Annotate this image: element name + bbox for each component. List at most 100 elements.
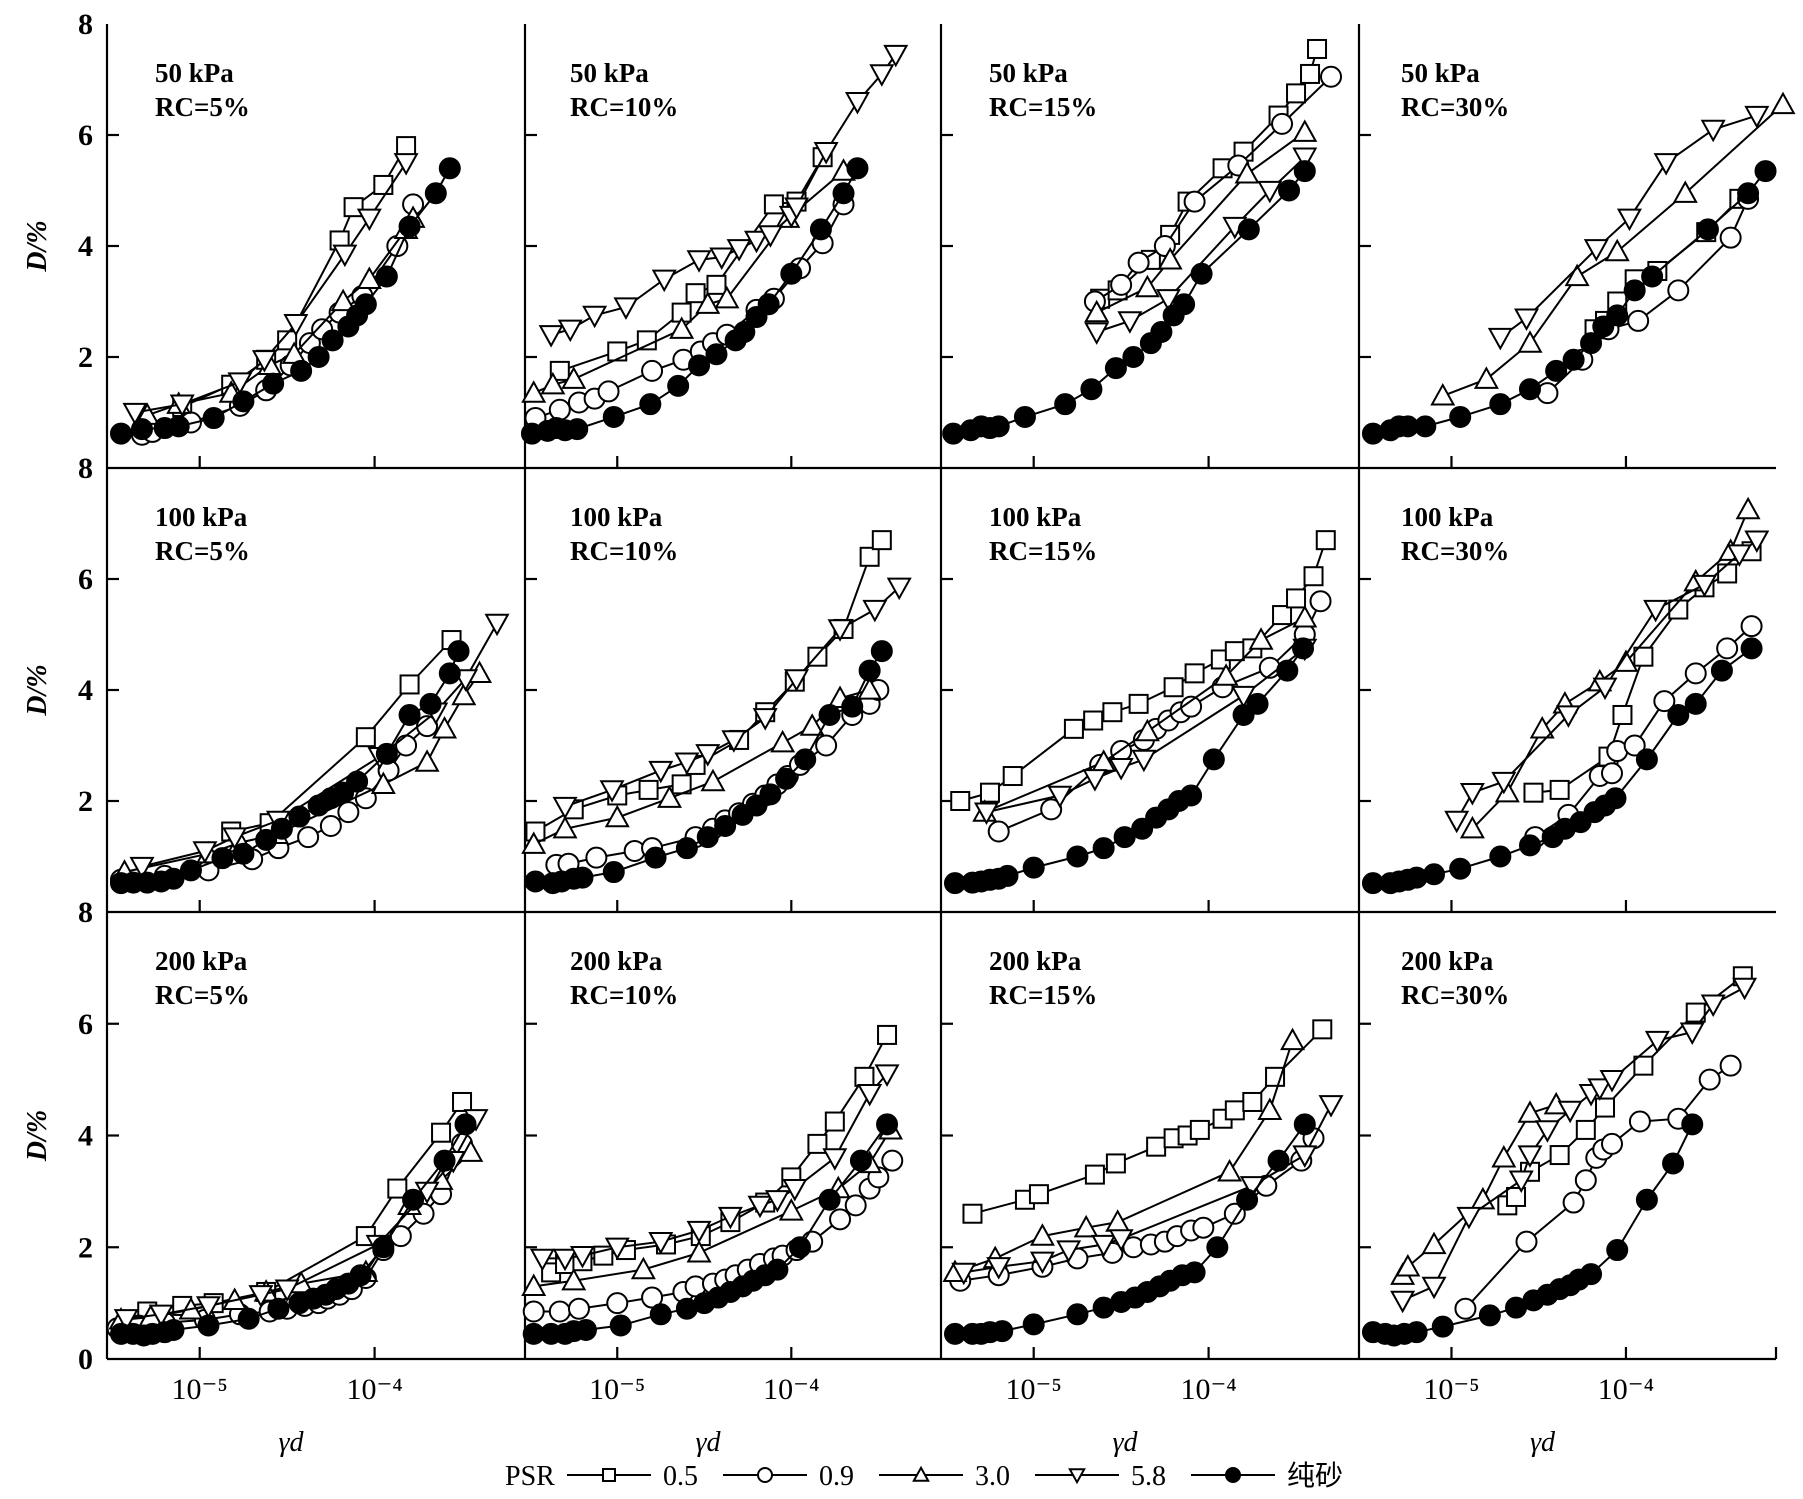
data-point <box>267 1297 290 1320</box>
series-line <box>953 170 1306 435</box>
data-point <box>1206 1236 1229 1259</box>
data-point <box>1234 160 1260 184</box>
data-point <box>1122 346 1145 368</box>
data-point <box>602 861 625 884</box>
data-point <box>1083 710 1104 731</box>
y-tick-label: 4 <box>78 1120 93 1153</box>
data-point <box>1242 1091 1263 1112</box>
data-point <box>1770 91 1796 115</box>
data-point <box>950 791 971 811</box>
data-point <box>1163 677 1184 698</box>
data-point <box>288 805 311 828</box>
data-point <box>398 703 421 726</box>
data-point <box>641 359 664 382</box>
data-point <box>1557 1100 1583 1124</box>
data-point <box>794 748 817 771</box>
data-point <box>232 390 255 413</box>
data-point <box>1513 308 1539 332</box>
data-point <box>695 291 721 314</box>
data-point <box>1691 574 1717 598</box>
data-point <box>419 692 442 715</box>
legend-label: 3.0 <box>975 1461 1010 1492</box>
x-axis-label: γd <box>695 1427 721 1458</box>
data-point <box>877 1024 898 1045</box>
data-point <box>561 366 587 389</box>
series-line <box>120 167 451 435</box>
data-point <box>1644 1030 1670 1054</box>
data-point <box>639 393 662 416</box>
data-point <box>857 677 883 700</box>
series-psr-pure-sand <box>109 1113 477 1347</box>
series-line <box>134 162 407 414</box>
data-point <box>846 157 869 180</box>
data-point <box>1449 405 1472 428</box>
data-point <box>733 321 756 344</box>
data-point <box>764 1190 790 1213</box>
data-point <box>1604 238 1630 262</box>
data-point <box>398 215 421 238</box>
data-point <box>452 1091 473 1112</box>
data-point <box>1271 112 1294 135</box>
data-point <box>874 1064 900 1087</box>
data-point <box>987 415 1010 438</box>
data-point <box>752 708 778 731</box>
panel-title-pressure: 100 kPa <box>155 502 248 532</box>
data-point <box>1002 766 1023 787</box>
data-point <box>648 1232 674 1255</box>
data-point <box>1506 1186 1527 1207</box>
data-point <box>822 1148 848 1171</box>
data-point <box>1700 119 1726 143</box>
legend-marker <box>602 1468 616 1482</box>
data-point <box>1616 208 1642 232</box>
data-point <box>780 262 803 285</box>
data-point <box>1134 274 1160 298</box>
data-point <box>778 1198 804 1221</box>
data-point <box>319 814 342 837</box>
data-point <box>1040 798 1063 821</box>
series-psr-0.9 <box>1454 1054 1742 1320</box>
series-psr-pure-sand <box>109 157 461 445</box>
data-point <box>675 837 698 860</box>
series-psr-5.8 <box>1390 977 1758 1314</box>
data-point <box>354 293 377 316</box>
data-point <box>1223 1202 1246 1225</box>
data-point <box>807 1133 828 1154</box>
data-point <box>844 92 870 115</box>
series-psr-pure-sand <box>1361 1113 1704 1347</box>
data-point <box>1515 1230 1538 1253</box>
data-point <box>356 208 382 232</box>
data-point <box>869 64 895 87</box>
data-point <box>1292 1145 1318 1168</box>
data-point <box>574 1318 597 1341</box>
data-point <box>986 1257 1012 1280</box>
data-point <box>521 1273 547 1297</box>
data-point <box>604 1237 630 1261</box>
data-point <box>1627 309 1650 332</box>
data-point <box>1183 1261 1206 1284</box>
series-psr-3.0 <box>1390 1091 1569 1285</box>
y-tick-label: 8 <box>78 8 93 41</box>
data-point <box>355 727 376 748</box>
x-axis-label: γd <box>1530 1427 1556 1458</box>
data-point <box>1491 1144 1517 1168</box>
legend-marker <box>1225 1467 1241 1483</box>
panel-200kpa-10 <box>521 1024 904 1345</box>
y-tick-label: 6 <box>78 1008 93 1041</box>
panel-title-rc: RC=5% <box>155 92 250 122</box>
data-point <box>1292 147 1318 171</box>
data-point <box>1431 1315 1454 1338</box>
data-point <box>686 1220 712 1244</box>
data-point <box>1726 544 1752 567</box>
data-point <box>818 703 841 726</box>
panel-title-rc: RC=10% <box>570 536 678 566</box>
data-point <box>1623 279 1646 302</box>
series-line <box>960 1137 1315 1282</box>
panel-50kpa-30 <box>1361 91 1796 445</box>
x-tick-label: 10⁻⁵ <box>589 1373 645 1406</box>
data-point <box>1449 857 1472 880</box>
data-point <box>1710 659 1733 682</box>
data-point <box>1390 1290 1416 1314</box>
data-point <box>1744 105 1770 129</box>
panel-50kpa-5 <box>109 136 461 446</box>
data-point <box>552 815 578 839</box>
